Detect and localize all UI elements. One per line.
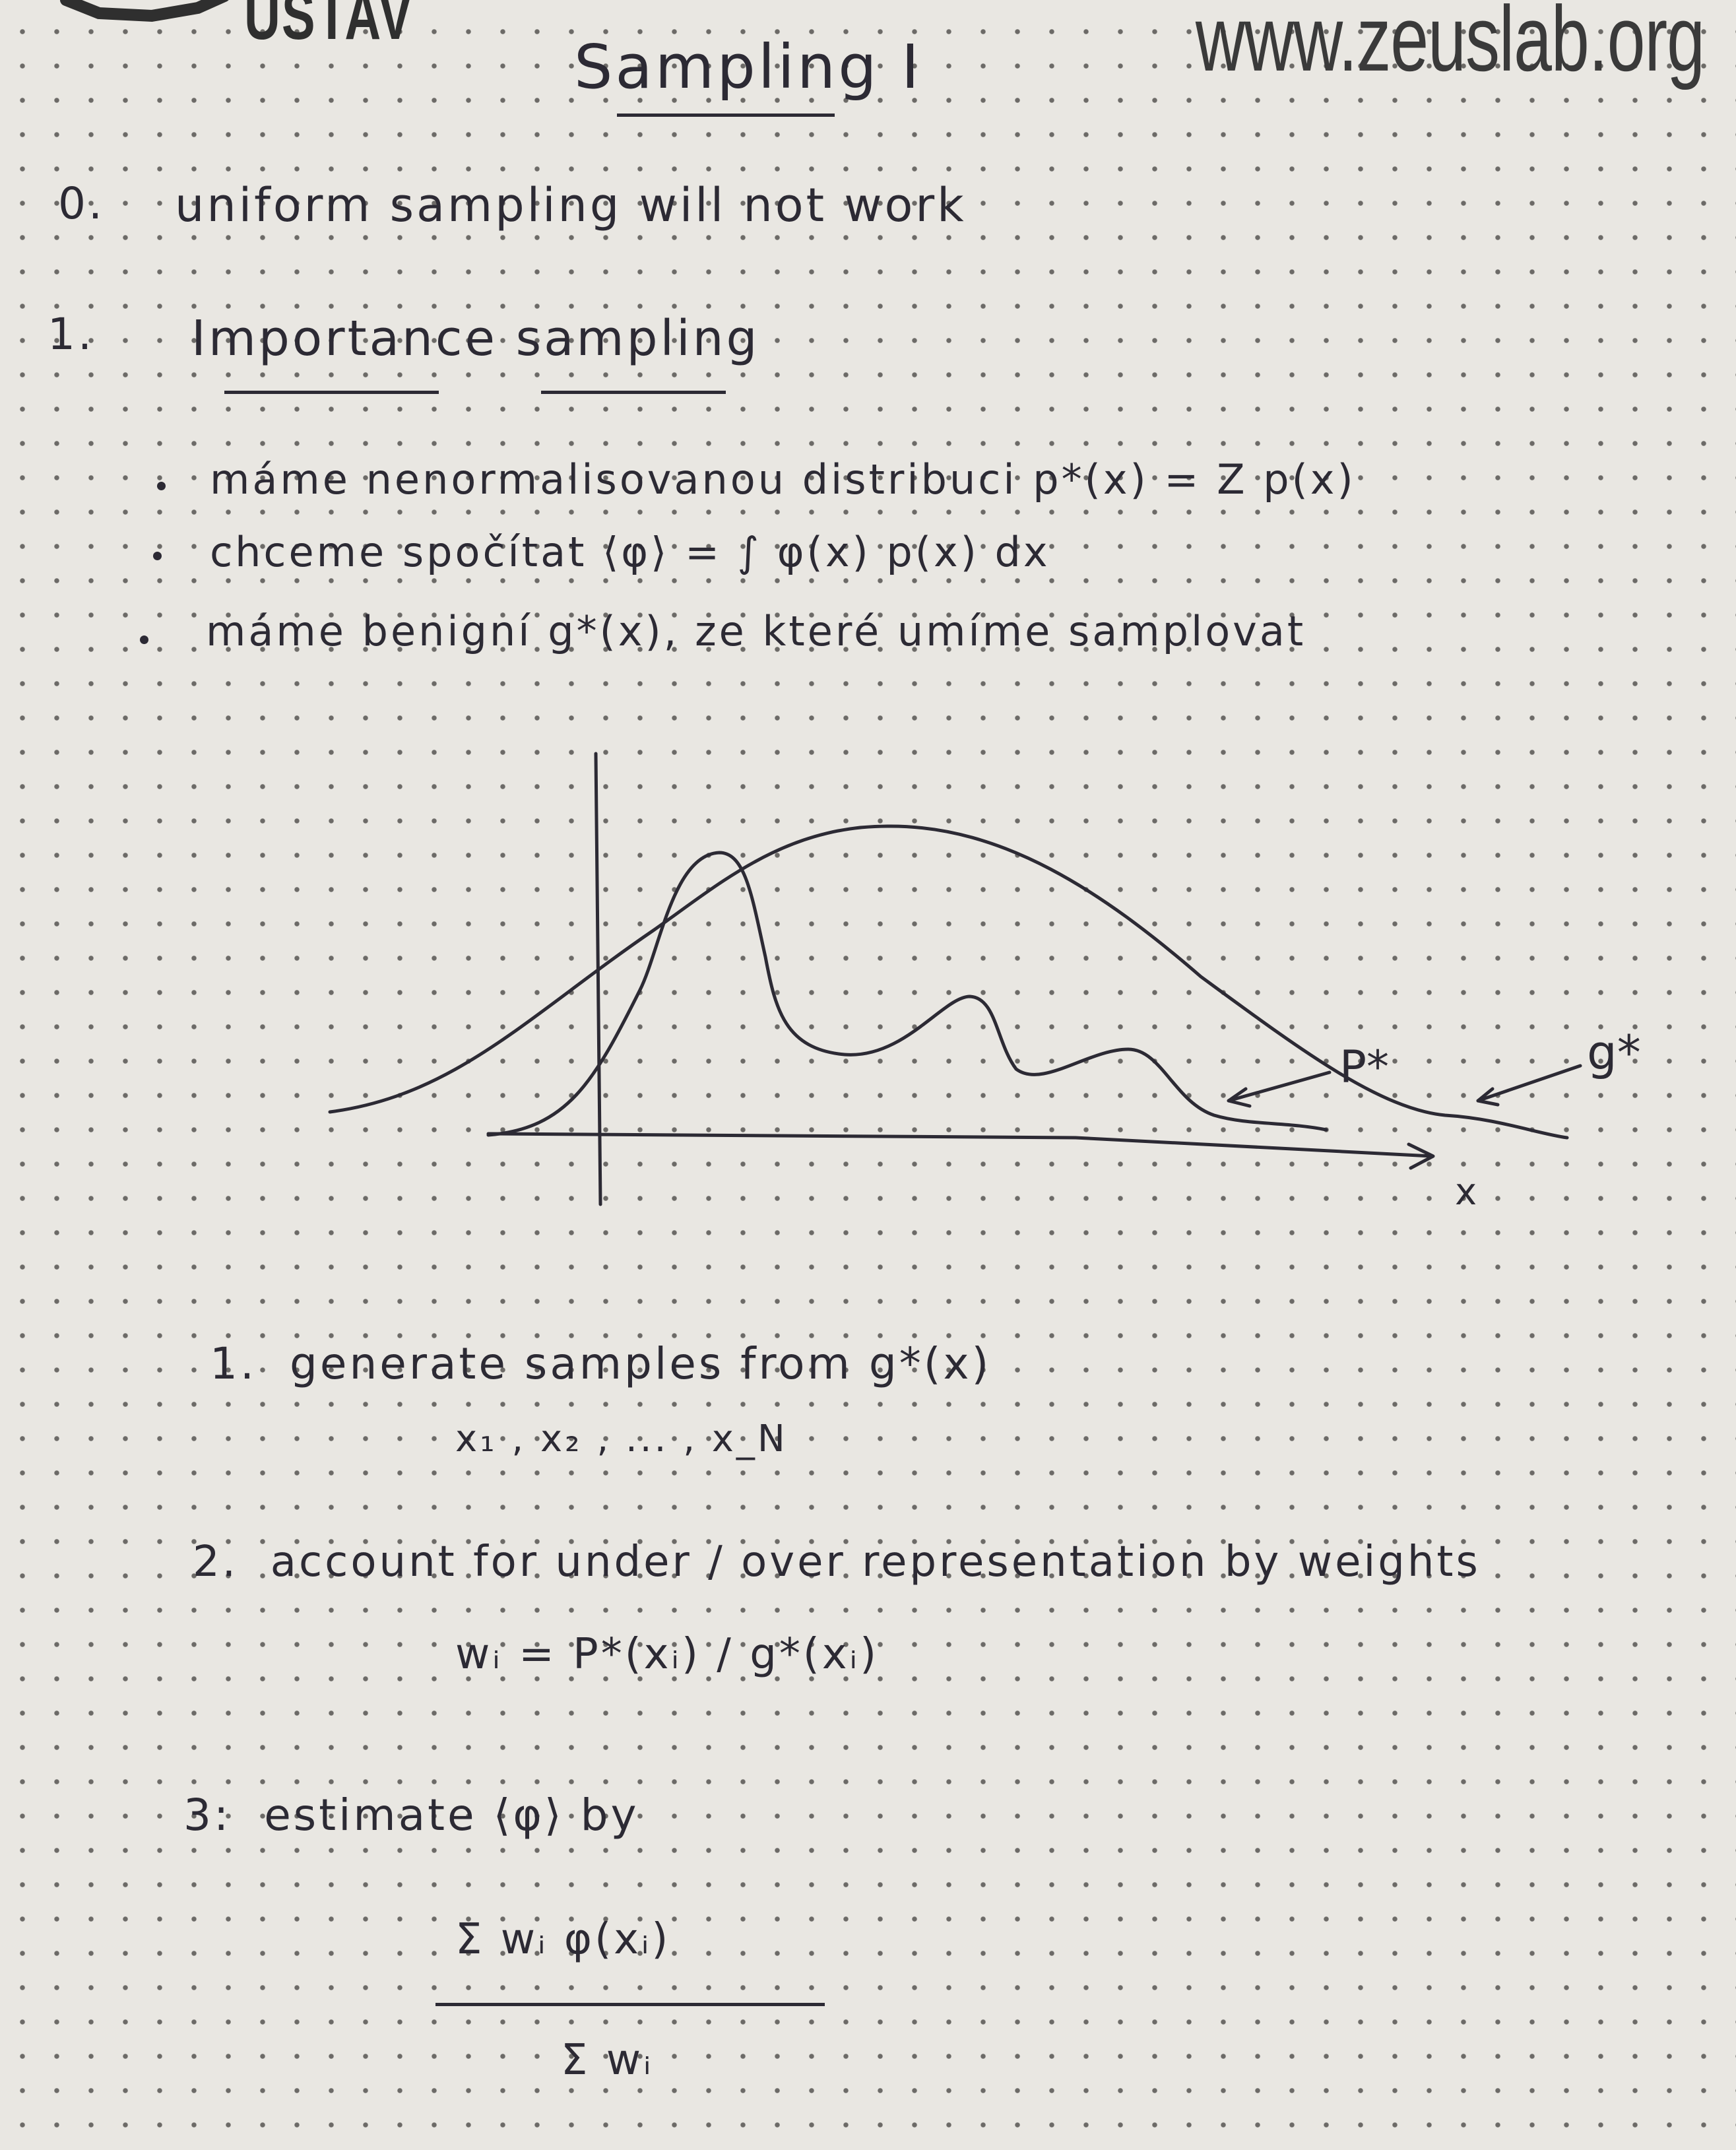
step-1: 1. generate samples from g*(x)	[210, 1338, 992, 1389]
x-axis	[486, 1132, 1434, 1158]
p-arrowhead	[1227, 1087, 1252, 1108]
estimator-numerator: Σ wᵢ φ(xᵢ)	[455, 1915, 671, 1964]
step-1-samples: x₁ , x₂ , ... , x_N	[455, 1417, 788, 1460]
g-star-curve	[328, 824, 1569, 1140]
label-p-star: P*	[1339, 1041, 1389, 1093]
section-1-title: Importance sampling	[191, 310, 760, 367]
bullet-dot	[157, 482, 166, 490]
site-url: www.zeuslab.org	[1195, 0, 1705, 91]
page-title: Sampling I	[574, 32, 922, 102]
section-1-number: 1.	[48, 309, 94, 360]
p-arrow	[1227, 1070, 1332, 1103]
step-2: 2. account for under / over representati…	[193, 1538, 1481, 1586]
logo-icon	[60, 0, 229, 22]
label-x: x	[1455, 1171, 1477, 1214]
bullet-unnormalized-distribution: máme nenormalisovanou distribuci p*(x) =…	[210, 455, 1356, 504]
estimator-denominator: Σ wᵢ	[561, 2036, 654, 2085]
importance-sampling-sketch: P* g* x	[328, 752, 1641, 1214]
label-g-star: g*	[1587, 1025, 1641, 1080]
weight-formula: wᵢ = P*(xᵢ) / g*(xᵢ)	[455, 1630, 880, 1679]
section-0-text: uniform sampling will not work	[175, 178, 967, 232]
p-star-curve	[486, 851, 1328, 1137]
logo-text: ÚSTAV	[244, 0, 414, 55]
step-3: 3: estimate ⟨φ⟩ by	[183, 1790, 639, 1841]
g-arrow	[1476, 1064, 1582, 1103]
section-0-number: 0.	[58, 178, 105, 229]
bullet-proposal-distribution: máme benigní g*(x), ze které umíme sampl…	[206, 607, 1306, 655]
bullet-dot	[140, 635, 148, 644]
bullet-dot	[153, 552, 162, 560]
x-axis-arrowhead	[1407, 1142, 1435, 1170]
section-1-underline	[541, 391, 726, 394]
fraction-bar	[435, 2003, 825, 2006]
bullet-expectation: chceme spočítat ⟨φ⟩ = ∫ φ(x) p(x) dx	[210, 528, 1050, 576]
y-axis	[594, 752, 602, 1206]
title-underline	[617, 114, 835, 117]
g-arrowhead	[1476, 1087, 1500, 1107]
section-1-underline	[224, 391, 439, 394]
